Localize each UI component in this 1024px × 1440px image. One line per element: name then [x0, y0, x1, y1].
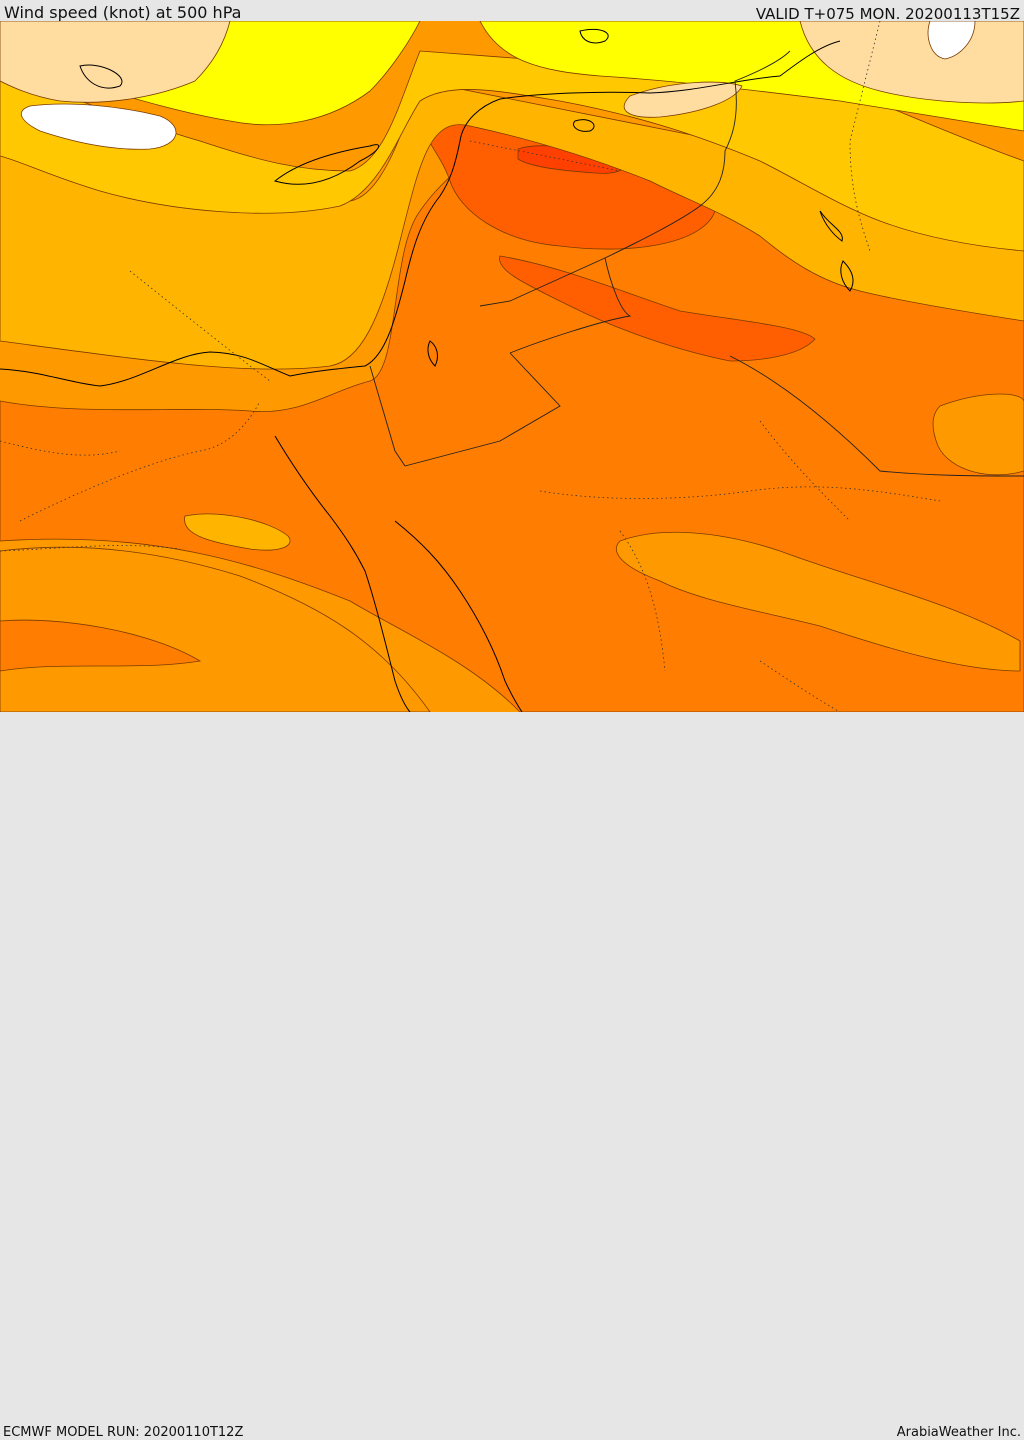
header-bar: Wind speed (knot) at 500 hPa VALID T+075…	[0, 0, 1024, 23]
model-run: ECMWF MODEL RUN: 20200110T12Z	[3, 1425, 244, 1440]
wind-speed-map	[0, 21, 1024, 712]
band-peach-mid	[623, 81, 743, 118]
band-white	[20, 103, 177, 150]
coastlines	[0, 28, 854, 712]
map-title: Wind speed (knot) at 500 hPa	[4, 3, 242, 22]
band-orange-south-west	[0, 546, 431, 712]
band-orange-east	[932, 393, 1024, 476]
footer-bar: ECMWF MODEL RUN: 20200110T12Z ArabiaWeat…	[0, 712, 1024, 1440]
internal-borders	[0, 21, 941, 712]
valid-time: VALID T+075 MON. 20200113T15Z	[755, 5, 1020, 23]
band-light-orange	[0, 50, 1024, 252]
band-white-east	[927, 21, 976, 60]
band-gold-blob	[184, 513, 291, 551]
borders	[369, 50, 1024, 477]
credit: ArabiaWeather Inc.	[896, 1425, 1021, 1440]
band-peach-west	[0, 21, 231, 103]
band-gold-blob-east	[616, 531, 1021, 672]
band-red-orange-east	[499, 255, 816, 362]
